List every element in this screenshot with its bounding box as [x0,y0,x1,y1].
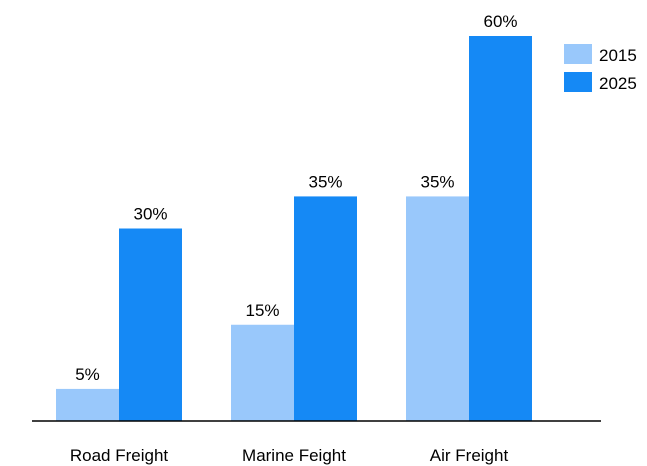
legend-label-2015: 2015 [599,46,637,65]
data-label-2015-road-freight: 5% [75,365,100,384]
data-label-2015-air-freight: 35% [420,172,454,191]
bar-2025-air-freight [469,36,532,421]
legend: 2015 2025 [564,44,637,93]
data-label-2025-road-freight: 30% [133,205,167,224]
x-tick-label: Road Freight [70,446,169,465]
legend-swatch-2015 [564,44,592,64]
data-labels-group: 5% 30% 15% 35% 35% 60% [75,12,517,384]
bar-2015-road-freight [56,388,119,421]
bars-group [56,36,532,421]
bar-2025-road-freight [119,228,182,421]
bar-2015-marine-feight [231,324,294,421]
legend-label-2025: 2025 [599,74,637,93]
x-tick-labels-group: Road Freight Marine Feight Air Freight [70,446,509,465]
legend-swatch-2025 [564,72,592,92]
data-label-2015-marine-feight: 15% [245,301,279,320]
bar-2015-air-freight [406,196,469,421]
data-label-2025-air-freight: 60% [483,12,517,31]
x-tick-label: Marine Feight [242,446,346,465]
bar-2025-marine-feight [294,196,357,421]
x-tick-label: Air Freight [430,446,509,465]
data-label-2025-marine-feight: 35% [308,172,342,191]
